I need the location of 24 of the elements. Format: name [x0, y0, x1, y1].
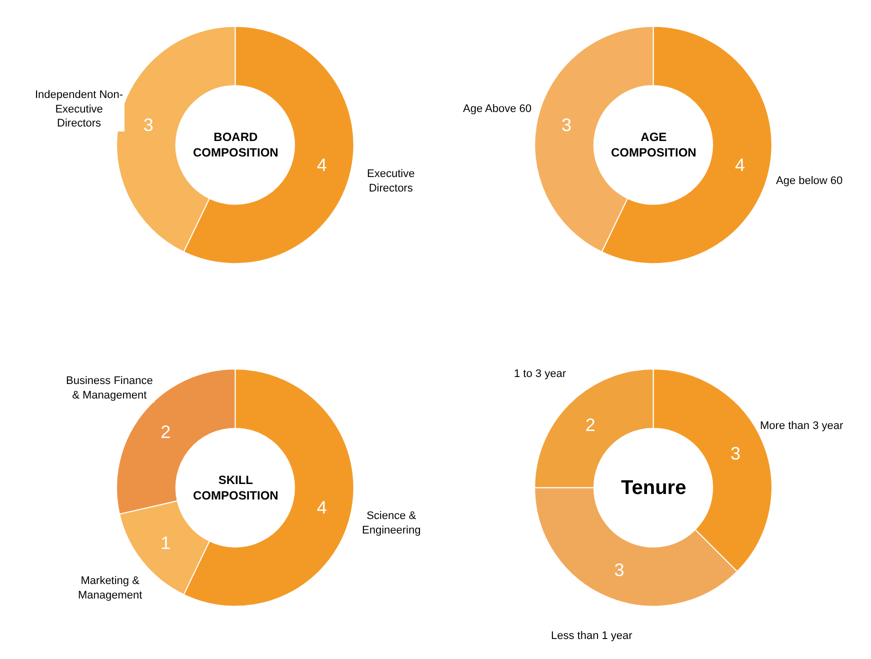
- slice-label: Independent Non-Executive Directors: [35, 89, 124, 130]
- slice-label: Science & Engineering: [362, 510, 421, 536]
- slice-label: Marketing & Management: [78, 575, 142, 602]
- slice-label: Business Finance & Management: [66, 375, 153, 402]
- text: AGE COMPOSITION: [611, 130, 696, 160]
- data-label: 3: [562, 115, 572, 136]
- text: SKILL COMPOSITION: [193, 473, 278, 503]
- slice-label: More than 3 year: [760, 420, 844, 432]
- slice-label: Executive Directors: [367, 168, 415, 194]
- slice-label: Age Above 60: [463, 103, 532, 115]
- data-label: 3: [614, 560, 624, 580]
- data-label: 4: [316, 154, 327, 175]
- slice-label: 1 to 3 year: [514, 368, 566, 380]
- slice-label: Age below 60: [776, 175, 843, 187]
- text: Tenure: [621, 477, 686, 499]
- data-label: 2: [160, 422, 171, 442]
- slice-label: Less than 1 year: [551, 630, 633, 642]
- data-label: 4: [734, 154, 745, 175]
- text: BOARD COMPOSITION: [193, 130, 278, 160]
- data-label: 2: [585, 414, 596, 435]
- data-label: 3: [143, 115, 154, 136]
- data-label: 1: [160, 533, 171, 554]
- data-label: 3: [730, 444, 740, 464]
- data-label: 4: [316, 497, 327, 518]
